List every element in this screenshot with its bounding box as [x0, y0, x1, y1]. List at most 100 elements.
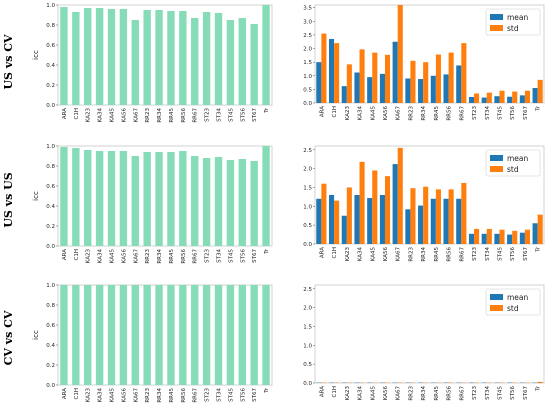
x-tick-label: RR23 [408, 106, 414, 121]
std-bar-KA45 [372, 52, 378, 103]
std-bar-Tr [537, 79, 543, 103]
x-tick-label: ST23 [472, 106, 478, 120]
mean-bar-RR56 [443, 74, 449, 103]
std-bar-RR56 [448, 189, 454, 244]
x-tick-label: RR56 [181, 108, 187, 123]
y-axis-label: icc [32, 330, 40, 340]
std-bar-RR23 [410, 188, 416, 244]
x-tick-label: ST67 [252, 108, 258, 122]
x-tick-label: RR45 [434, 386, 440, 401]
x-tick-label: RR23 [145, 249, 151, 264]
mean-bar-C1H [328, 39, 335, 103]
plot-frame [57, 145, 273, 247]
x-tick-label: Tr [264, 107, 270, 114]
x-tick-label: KA23 [86, 108, 92, 123]
x-tick-label: RR67 [459, 386, 465, 401]
plot-frame [57, 4, 273, 106]
y-tick-label: 2.5 [303, 148, 312, 154]
bar-Tr [262, 146, 270, 246]
std-bar-ST23 [474, 228, 480, 244]
mean-bar-Tr [532, 88, 538, 103]
x-tick-label: RR67 [193, 108, 199, 123]
legend-swatch-std [490, 166, 503, 172]
x-tick-label: KA67 [133, 249, 139, 264]
mean-bar-C1H [328, 195, 335, 244]
x-tick-label: ST45 [228, 108, 234, 122]
y-tick-label: 0.6 [46, 184, 55, 190]
y-tick-label: 3.5 [303, 6, 312, 12]
mean-bar-ST56 [507, 234, 513, 244]
x-tick-label: RR56 [447, 106, 453, 121]
x-tick-label: ST23 [205, 249, 211, 263]
y-tick-label: 0.0 [303, 242, 312, 248]
bar-ST34 [214, 285, 223, 385]
x-tick-label: ST34 [485, 386, 491, 400]
x-tick-label: KA34 [358, 247, 364, 262]
bar-ST23 [202, 12, 211, 105]
std-bar-ST23 [474, 93, 480, 103]
x-tick-label: ST56 [510, 386, 516, 400]
bar-KA34 [95, 8, 104, 105]
mean-bar-KA34 [354, 72, 360, 103]
x-tick-label: ST67 [252, 388, 258, 402]
x-tick-label: KA56 [121, 249, 127, 264]
x-tick-label: RR45 [169, 249, 175, 264]
x-tick-label: RR23 [145, 108, 151, 123]
bar-RR23 [143, 152, 151, 246]
bar-ST23 [202, 285, 211, 385]
mean-bar-ST56 [507, 96, 513, 103]
std-bar-C1H [334, 43, 340, 103]
bar-RR67 [191, 18, 199, 105]
bar-KA67 [131, 20, 139, 105]
plot-frame [314, 284, 545, 384]
bar-RR34 [155, 285, 163, 385]
x-tick-label: Tr [264, 248, 270, 255]
std-bar-KA45 [372, 170, 378, 244]
panel-meanstd-cv-vs-cv: 0.0 0.5 1.0 1.5 2.0 2.5 ARA C1H KA23 KA34 KA45 KA56… [303, 284, 545, 401]
std-bar-ST45 [499, 229, 505, 244]
mean-bar-ST34 [481, 233, 487, 244]
x-tick-label: KA56 [121, 388, 127, 403]
bar-ST45 [226, 285, 235, 385]
y-tick-label: 0.8 [46, 164, 55, 170]
x-tick-label: ST56 [240, 108, 246, 122]
bar-RR56 [179, 151, 187, 246]
std-bar-KA34 [359, 49, 365, 103]
x-tick-label: KA45 [370, 386, 376, 401]
y-axis-label: icc [32, 191, 40, 201]
x-tick-label: RR56 [447, 247, 453, 262]
std-bar-C1H [334, 200, 340, 244]
y-tick-label: 0.8 [46, 303, 55, 309]
mean-bar-KA56 [379, 73, 385, 103]
x-tick-label: KA45 [370, 106, 376, 121]
x-tick-label: KA23 [86, 388, 92, 403]
bar-ST67 [250, 24, 258, 105]
bar-KA23 [84, 8, 92, 105]
y-tick-label: 0.5 [303, 87, 312, 93]
x-tick-label: C1H [74, 388, 80, 399]
x-tick-label: KA23 [345, 386, 351, 401]
legend-swatch-std [490, 25, 503, 31]
bar-ST56 [238, 18, 246, 105]
x-tick-label: RR67 [459, 106, 465, 121]
x-tick-label: ARA [319, 247, 325, 258]
mean-bar-ST34 [481, 97, 487, 103]
legend-swatch-mean [490, 294, 503, 300]
bar-ST56 [238, 159, 246, 246]
x-tick-label: KA45 [370, 247, 376, 262]
mean-bar-RR23 [405, 78, 411, 103]
std-bar-KA23 [346, 64, 352, 103]
x-tick-label: KA56 [121, 108, 127, 123]
std-bar-ST67 [524, 90, 531, 103]
mean-bar-RR34 [418, 79, 424, 103]
x-tick-label: KA67 [396, 247, 402, 262]
bar-Tr [262, 5, 270, 105]
std-bar-RR34 [423, 186, 429, 244]
x-tick-label: RR34 [157, 108, 163, 123]
std-bar-Tr [537, 381, 543, 383]
row-label-us-vs-cv: US vs CV [2, 34, 15, 90]
row-label-cv-vs-cv: CV vs CV [2, 310, 15, 365]
x-tick-label: Tr [536, 105, 542, 112]
bar-RR67 [191, 156, 199, 246]
